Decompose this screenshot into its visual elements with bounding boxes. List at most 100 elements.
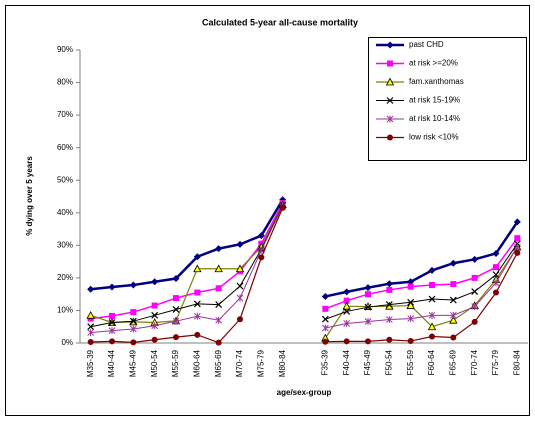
y-tick-label: 10%: [57, 306, 73, 315]
marker: [172, 275, 180, 283]
x-tick-label: F75-79: [491, 349, 500, 375]
x-tick-label: F50-54: [384, 349, 393, 375]
marker: [193, 300, 201, 308]
marker: [385, 280, 393, 288]
marker: [321, 292, 329, 300]
legend-label: past CHD: [409, 40, 444, 49]
marker: [471, 274, 478, 281]
marker: [87, 323, 95, 331]
marker: [385, 301, 393, 309]
marker: [193, 312, 201, 320]
marker: [343, 338, 350, 345]
marker: [258, 254, 265, 261]
marker: [471, 303, 479, 311]
y-tick-label: 80%: [57, 78, 73, 87]
marker: [428, 295, 436, 303]
series-line: [90, 207, 518, 344]
y-tick-label: 70%: [57, 110, 73, 119]
marker: [429, 333, 435, 340]
x-tick-label: M45-49: [128, 349, 137, 377]
marker: [493, 264, 499, 271]
marker: [257, 232, 265, 240]
marker: [492, 249, 500, 257]
marker: [365, 291, 371, 298]
marker: [427, 322, 437, 331]
x-tick-label: M50-54: [150, 349, 159, 377]
marker: [513, 243, 521, 251]
marker: [108, 319, 116, 326]
x-axis-label: age/sex-group: [277, 388, 332, 397]
series-line: [90, 206, 518, 334]
marker: [130, 309, 137, 316]
marker: [450, 281, 457, 288]
x-tick-label: M60-64: [192, 349, 201, 377]
y-tick-label: 60%: [57, 143, 73, 152]
marker: [429, 282, 435, 289]
marker: [151, 311, 159, 319]
x-tick-label: F55-59: [406, 349, 415, 375]
legend-marker: [386, 41, 394, 49]
legend-marker: [387, 134, 393, 141]
marker: [342, 301, 351, 310]
marker: [215, 316, 223, 324]
marker: [449, 311, 457, 319]
marker: [151, 278, 159, 286]
marker: [173, 334, 179, 341]
marker: [321, 315, 329, 323]
marker: [321, 324, 329, 332]
marker: [406, 301, 415, 309]
x-tick-label: F35-39: [320, 349, 329, 375]
marker: [215, 245, 223, 253]
marker: [364, 284, 372, 292]
marker: [471, 255, 479, 263]
marker: [364, 303, 372, 311]
marker: [109, 338, 115, 345]
marker: [173, 295, 179, 302]
marker: [343, 307, 351, 315]
marker: [193, 264, 202, 273]
y-tick-label: 40%: [57, 208, 73, 217]
marker: [492, 279, 500, 287]
marker: [172, 317, 180, 325]
marker: [407, 283, 414, 290]
marker: [236, 240, 244, 248]
chart-title: Calculated 5-year all-cause mortality: [202, 17, 358, 27]
marker: [130, 339, 137, 346]
y-tick-label: 20%: [57, 273, 73, 282]
marker: [151, 302, 158, 309]
x-tick-label: M75-79: [256, 349, 265, 377]
marker: [236, 294, 244, 302]
marker: [407, 298, 415, 306]
legend-box: [368, 37, 527, 161]
marker: [514, 235, 521, 242]
y-tick-label: 90%: [57, 45, 73, 54]
marker: [514, 249, 521, 256]
marker: [428, 266, 436, 274]
marker: [151, 322, 159, 330]
marker: [492, 271, 500, 279]
marker: [513, 218, 521, 226]
marker: [493, 289, 499, 296]
legend-label: fam.xanthomas: [409, 77, 464, 86]
y-tick-label: 50%: [57, 175, 73, 184]
marker: [87, 285, 95, 293]
series-line: [90, 205, 518, 328]
marker: [343, 288, 351, 296]
x-tick-label: M80-84: [278, 349, 287, 377]
y-axis-label: % dying over 5 years: [25, 156, 34, 236]
x-tick-label: M40-44: [107, 349, 116, 377]
legend-marker: [387, 60, 393, 67]
legend-label: at risk >=20%: [409, 59, 458, 68]
marker: [87, 329, 95, 337]
marker: [129, 281, 137, 289]
marker: [322, 305, 329, 312]
marker: [214, 264, 223, 273]
x-tick-label: M70-74: [235, 349, 244, 377]
x-tick-label: F70-74: [470, 349, 479, 375]
marker: [87, 339, 94, 346]
marker: [237, 316, 243, 323]
marker: [86, 310, 95, 319]
marker: [385, 316, 393, 324]
marker: [172, 306, 180, 313]
